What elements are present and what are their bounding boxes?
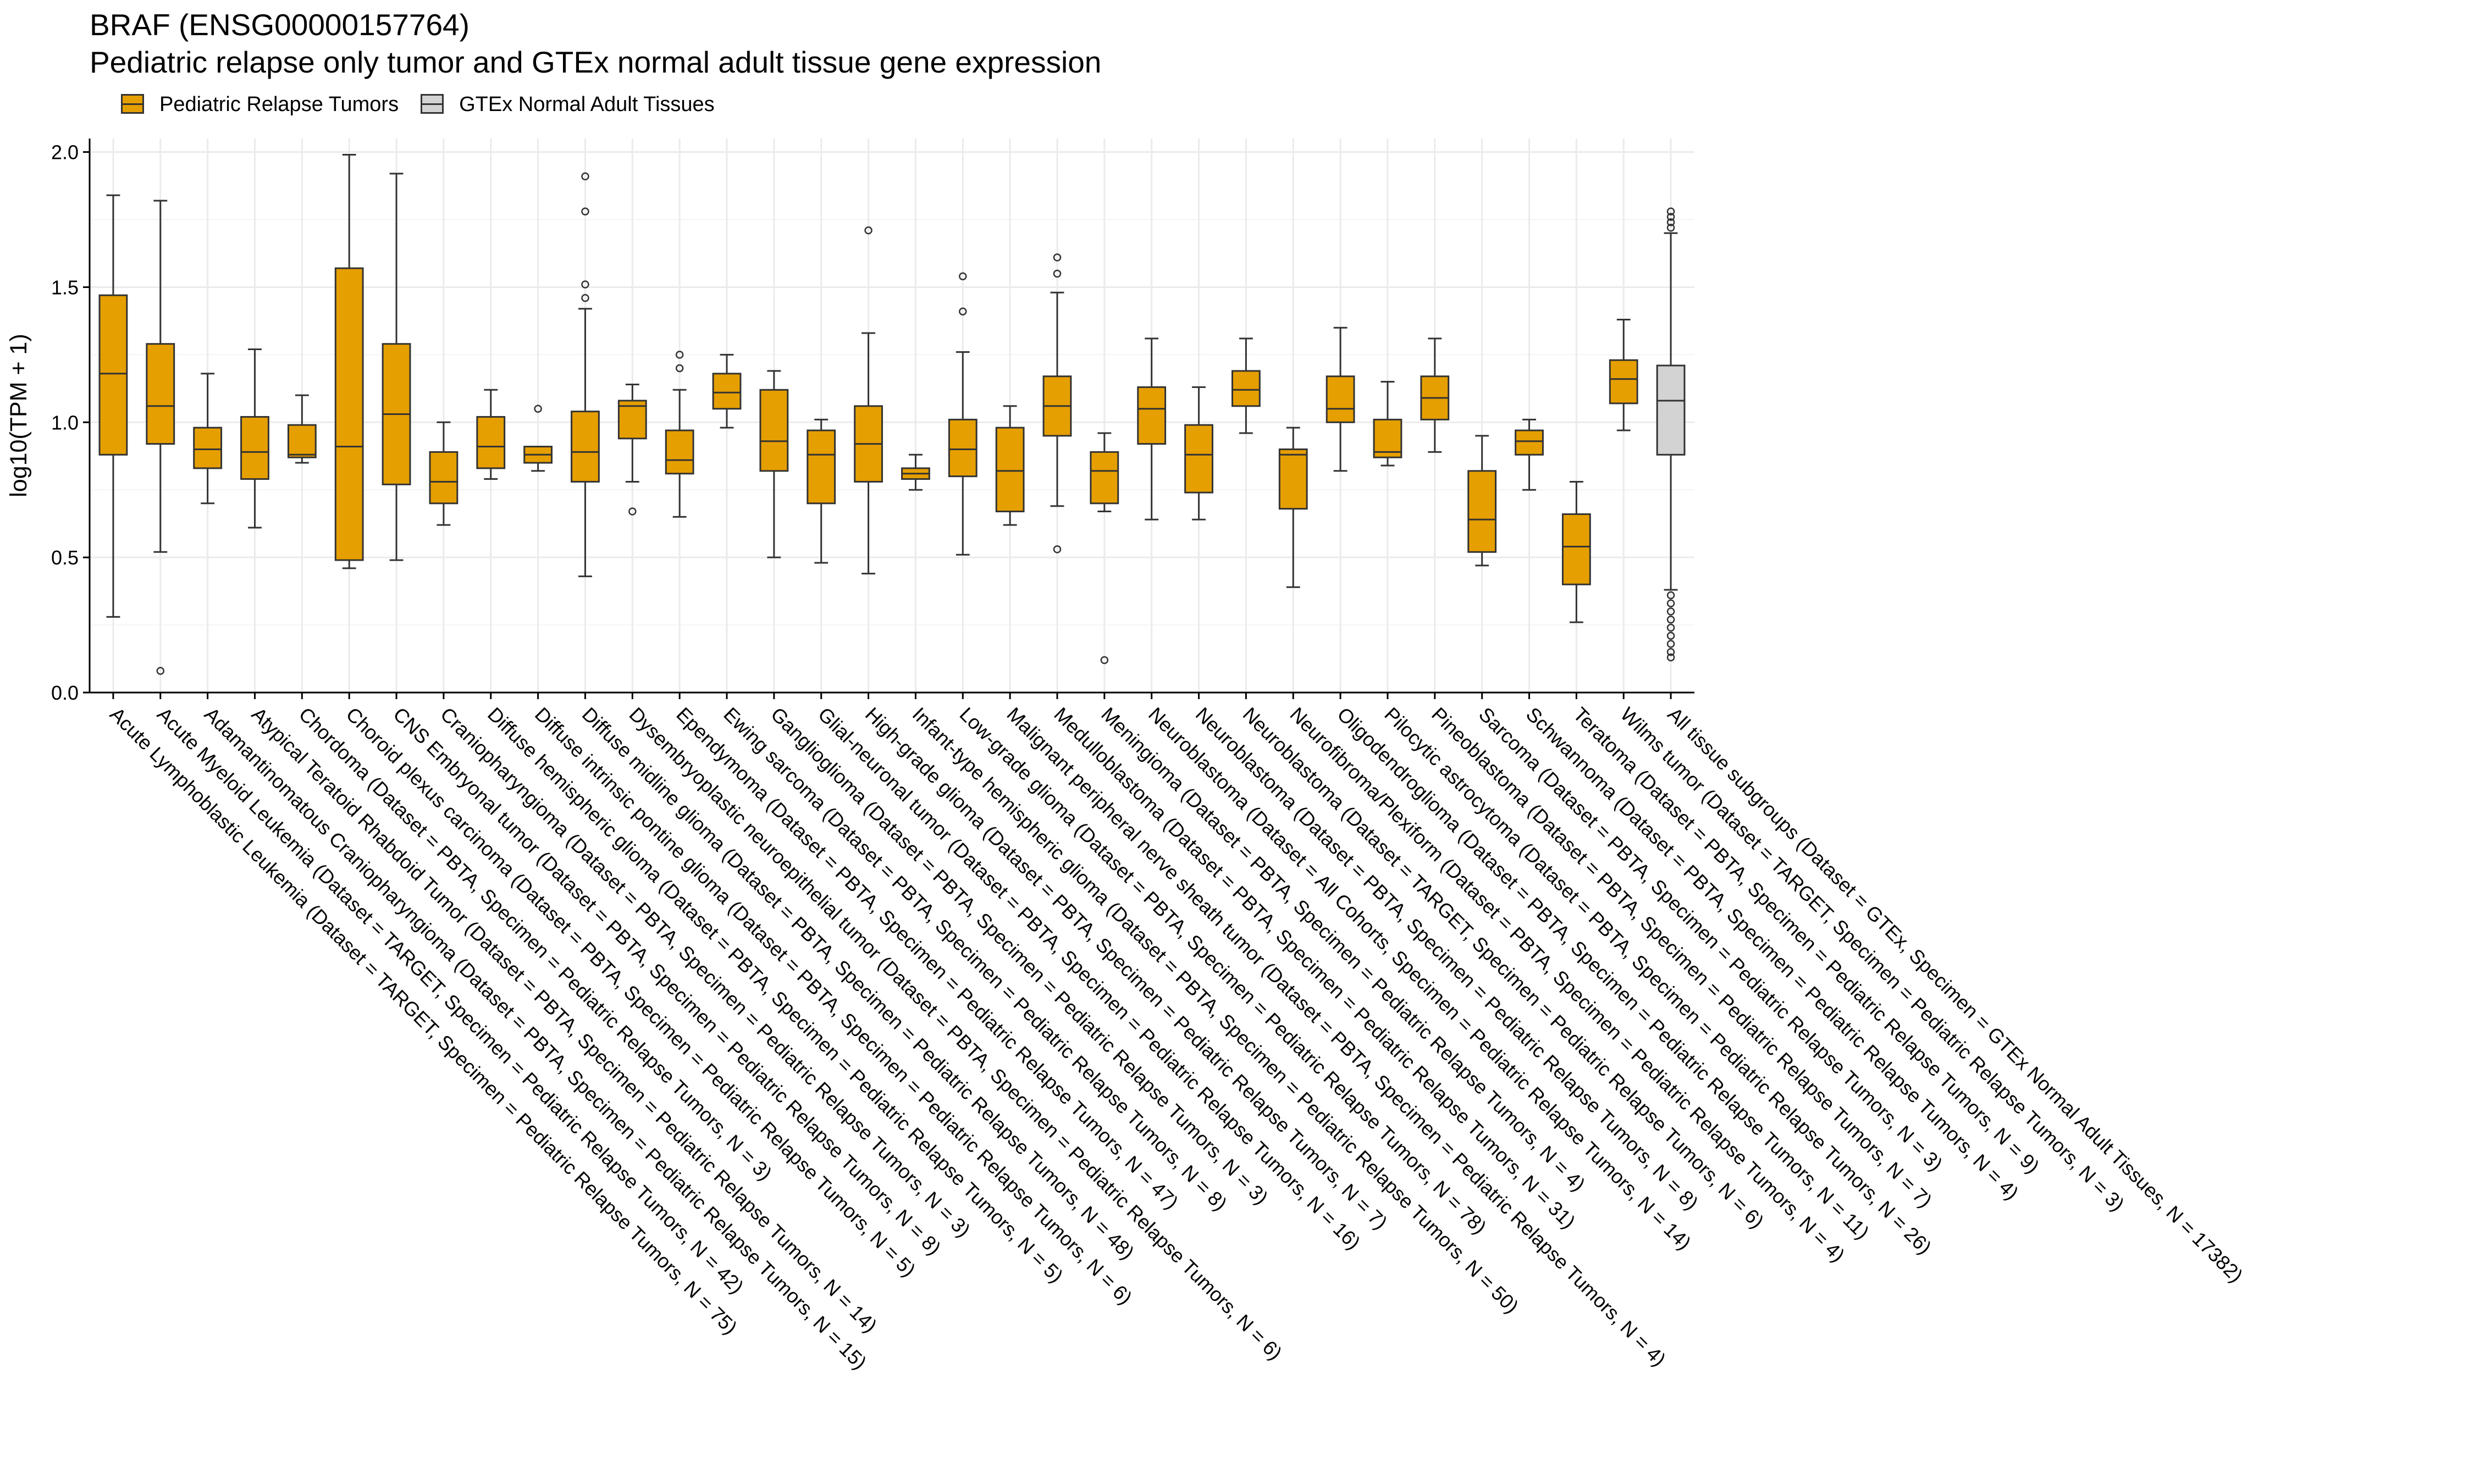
box — [571, 411, 600, 483]
outlier-point — [1666, 632, 1675, 640]
legend-key-gtex — [417, 92, 448, 117]
legend-item-relapse: Pediatric Relapse Tumors — [118, 92, 399, 117]
y-tick-label: 0.0 — [51, 682, 79, 704]
box — [193, 427, 223, 469]
box — [1656, 364, 1686, 456]
box — [1561, 513, 1591, 585]
chart-subtitle: Pediatric relapse only tumor and GTEx no… — [90, 45, 1102, 79]
outlier-point — [581, 294, 589, 302]
box — [1231, 370, 1261, 407]
box — [1090, 451, 1119, 505]
outlier-point — [1666, 591, 1675, 600]
box — [334, 267, 364, 561]
box — [759, 389, 789, 472]
outlier-point — [1666, 218, 1675, 226]
outlier-point — [1666, 224, 1675, 232]
box — [665, 429, 694, 475]
y-tick-label: 1.5 — [51, 276, 79, 298]
y-tick-label: 0.5 — [51, 546, 79, 569]
outlier-point — [675, 351, 684, 359]
outlier-point — [675, 364, 684, 373]
outlier-point — [1053, 545, 1062, 553]
outlier-point — [1666, 653, 1675, 662]
legend-item-gtex: GTEx Normal Adult Tissues — [417, 92, 715, 117]
box — [948, 418, 978, 478]
box — [1326, 375, 1355, 423]
outlier-point — [1666, 607, 1675, 616]
box — [1137, 386, 1167, 445]
outlier-point — [1053, 269, 1062, 278]
outlier-point — [959, 272, 967, 281]
y-tick-label: 2.0 — [51, 141, 79, 164]
box — [617, 400, 647, 440]
outlier-point — [581, 172, 589, 181]
outlier-point — [581, 207, 589, 216]
box — [712, 373, 742, 410]
box — [1278, 448, 1308, 510]
outlier-point — [581, 280, 589, 289]
outlier-point — [628, 507, 637, 516]
box — [1467, 470, 1497, 553]
box — [1373, 418, 1402, 458]
outlier-point — [156, 667, 165, 675]
outlier-point — [1666, 615, 1675, 624]
outlier-point — [1666, 599, 1675, 607]
outlier-point — [864, 226, 872, 235]
y-axis-title: log10(TPM + 1) — [5, 334, 32, 497]
box — [995, 427, 1025, 513]
outlier-point — [1666, 623, 1675, 632]
outlier-point — [1666, 647, 1675, 656]
legend-label-relapse: Pediatric Relapse Tumors — [159, 92, 399, 116]
outlier-point — [1666, 640, 1675, 648]
outlier-point — [1666, 213, 1675, 221]
box — [1609, 359, 1638, 405]
outlier-point — [1053, 253, 1062, 262]
box — [1184, 424, 1213, 494]
legend-label-gtex: GTEx Normal Adult Tissues — [459, 92, 715, 116]
box — [98, 294, 128, 456]
outlier-point — [534, 405, 542, 413]
box — [429, 451, 459, 505]
box — [146, 343, 175, 445]
box — [807, 429, 836, 505]
y-tick-label: 1.0 — [51, 411, 79, 434]
outlier-point — [1666, 207, 1675, 216]
chart-title: BRAF (ENSG00000157764) — [90, 8, 470, 42]
box — [287, 424, 317, 458]
outlier-point — [959, 307, 967, 315]
box — [1515, 429, 1544, 456]
box — [476, 416, 506, 469]
outlier-point — [1100, 656, 1109, 665]
legend: Pediatric Relapse Tumors GTEx Normal Adu… — [118, 92, 733, 117]
legend-key-relapse — [118, 92, 148, 117]
box — [240, 416, 269, 480]
